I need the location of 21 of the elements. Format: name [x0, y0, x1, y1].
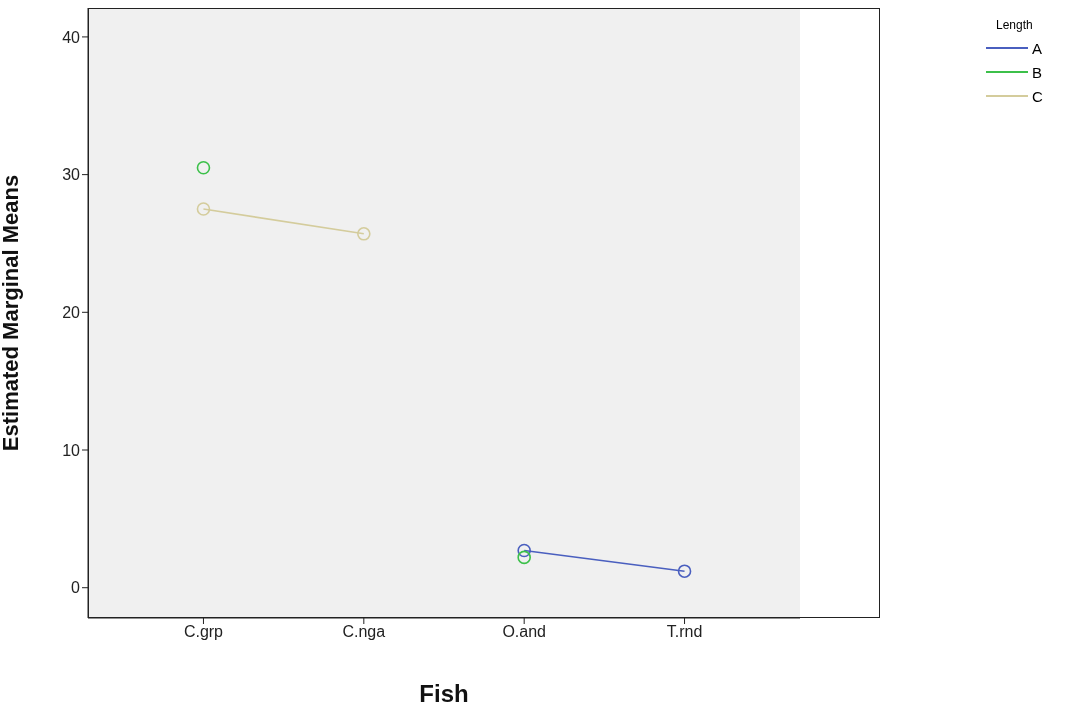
y-tick-label: 30: [62, 166, 81, 184]
x-tick-label: O.and: [502, 623, 546, 641]
point: [517, 543, 531, 558]
legend-title: Length: [995, 18, 1034, 32]
y-tick-label: 10: [62, 441, 81, 459]
point: [196, 160, 211, 175]
x-tick-label: C.nga: [342, 623, 386, 641]
point: [677, 564, 692, 578]
point: [357, 227, 371, 241]
legend-label: C: [1032, 87, 1043, 105]
point: [196, 202, 211, 216]
y-axis-title: Estimated Marginal Means: [0, 174, 23, 452]
x-tick-label: T.rnd: [666, 623, 703, 641]
y-tick-label: 20: [62, 303, 81, 321]
y-tick-label: 0: [71, 579, 81, 597]
legend-label: A: [1032, 39, 1043, 57]
legend-label: B: [1032, 63, 1043, 81]
x-axis-title: Fish: [419, 680, 469, 707]
point: [517, 550, 531, 565]
x-tick-label: C.grp: [183, 623, 224, 641]
y-tick-label: 40: [62, 28, 81, 46]
